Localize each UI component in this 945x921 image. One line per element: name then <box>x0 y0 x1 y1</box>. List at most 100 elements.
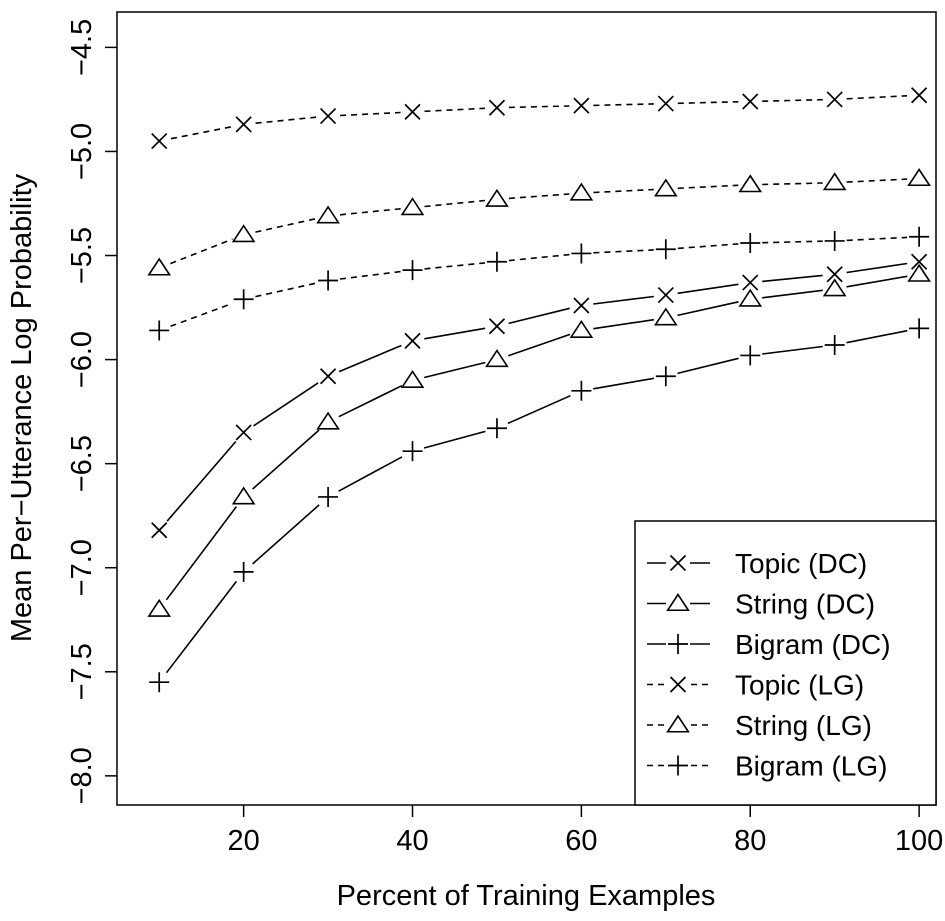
data-point <box>653 178 678 197</box>
data-point <box>911 253 928 270</box>
x-tick-label: 80 <box>734 825 766 857</box>
data-point <box>653 307 678 326</box>
data-point <box>571 380 592 401</box>
legend-marker <box>666 714 690 733</box>
data-point <box>400 197 425 216</box>
data-point <box>318 486 339 507</box>
data-point <box>738 288 763 307</box>
data-point <box>400 369 425 388</box>
legend-marker <box>666 593 690 612</box>
data-point <box>740 345 761 366</box>
data-point <box>404 103 421 121</box>
data-point <box>235 116 252 133</box>
legend-label: Bigram (DC) <box>735 629 891 660</box>
x-tick-label: 40 <box>396 825 428 857</box>
legend-item: String (LG) <box>647 710 872 741</box>
legend-label: String (DC) <box>735 589 875 620</box>
y-axis-label: Mean Per−Utterance Log Probability <box>6 173 38 642</box>
data-point <box>573 97 590 114</box>
data-point <box>147 257 172 276</box>
data-point <box>738 174 763 193</box>
data-point <box>231 486 256 505</box>
data-point <box>911 87 928 104</box>
data-point <box>316 411 340 430</box>
data-point <box>149 320 170 341</box>
series-line <box>170 95 908 140</box>
x-tick-label: 60 <box>565 825 597 857</box>
data-point <box>657 95 674 112</box>
data-point <box>402 260 423 281</box>
data-point <box>826 91 843 108</box>
legend-item: Topic (LG) <box>647 670 864 701</box>
data-point <box>569 319 594 338</box>
data-point <box>909 226 930 247</box>
y-axis: −8.0 −7.5 −7.0 −6.5 −6.0 −5.5 −5.0 −4.5 <box>66 19 117 804</box>
y-tick-label: −7.0 <box>66 539 98 596</box>
y-tick-label: −5.5 <box>66 227 98 284</box>
data-point <box>485 188 509 207</box>
data-point <box>657 286 674 304</box>
data-point <box>318 270 339 291</box>
data-point <box>907 168 931 187</box>
data-point <box>233 289 254 310</box>
data-point <box>485 349 509 368</box>
data-point <box>316 205 340 224</box>
data-point <box>486 418 507 439</box>
data-point <box>233 561 254 582</box>
y-tick-label: −5.0 <box>66 123 98 180</box>
data-point <box>742 274 759 291</box>
x-axis-label: Percent of Training Examples <box>337 880 716 912</box>
series-line <box>165 275 908 601</box>
y-tick-label: −8.0 <box>66 747 98 804</box>
legend-label: String (LG) <box>735 710 872 741</box>
data-point <box>655 366 676 387</box>
series-bigram-dc <box>149 318 930 693</box>
series-string-dc <box>147 263 931 617</box>
data-point <box>824 230 845 251</box>
y-tick-label: −4.5 <box>66 19 98 76</box>
legend-marker <box>669 554 687 572</box>
series-line <box>166 262 908 522</box>
series-topic-dc <box>151 253 928 539</box>
data-point <box>571 243 592 264</box>
legend-label: Bigram (LG) <box>735 751 887 782</box>
data-point <box>569 182 594 201</box>
data-point <box>147 598 172 617</box>
plot-frame <box>116 11 937 806</box>
legend-label: Topic (DC) <box>735 548 867 579</box>
series-layer <box>147 87 931 693</box>
legend-marker <box>668 634 688 654</box>
legend-marker <box>669 676 687 693</box>
legend-item: Bigram (DC) <box>647 629 891 660</box>
x-axis: 20 40 60 80 100 <box>228 805 943 857</box>
legend-item: Bigram (LG) <box>647 751 887 782</box>
data-point <box>235 424 252 441</box>
data-point <box>149 672 170 693</box>
data-point <box>909 318 930 339</box>
data-point <box>151 132 168 150</box>
series-line <box>170 178 908 265</box>
data-point <box>231 224 256 243</box>
legend-marker <box>668 755 688 776</box>
data-point <box>404 332 421 349</box>
data-point <box>655 239 676 260</box>
data-point <box>319 107 337 125</box>
y-tick-label: −6.0 <box>66 331 98 388</box>
data-point <box>822 278 847 297</box>
series-line <box>165 329 908 674</box>
data-point <box>402 441 423 462</box>
data-point <box>486 251 507 272</box>
data-point <box>822 172 847 191</box>
data-point <box>826 266 843 283</box>
data-point <box>488 99 506 116</box>
data-point <box>488 318 506 335</box>
data-point <box>907 263 931 282</box>
legend: Topic (DC) String (DC) Bigram (DC) Topic (L… <box>634 520 937 806</box>
data-point <box>573 297 590 314</box>
data-point <box>824 335 845 356</box>
legend-item: String (DC) <box>647 589 875 620</box>
series-string-lg <box>147 168 931 276</box>
data-point <box>740 233 761 254</box>
